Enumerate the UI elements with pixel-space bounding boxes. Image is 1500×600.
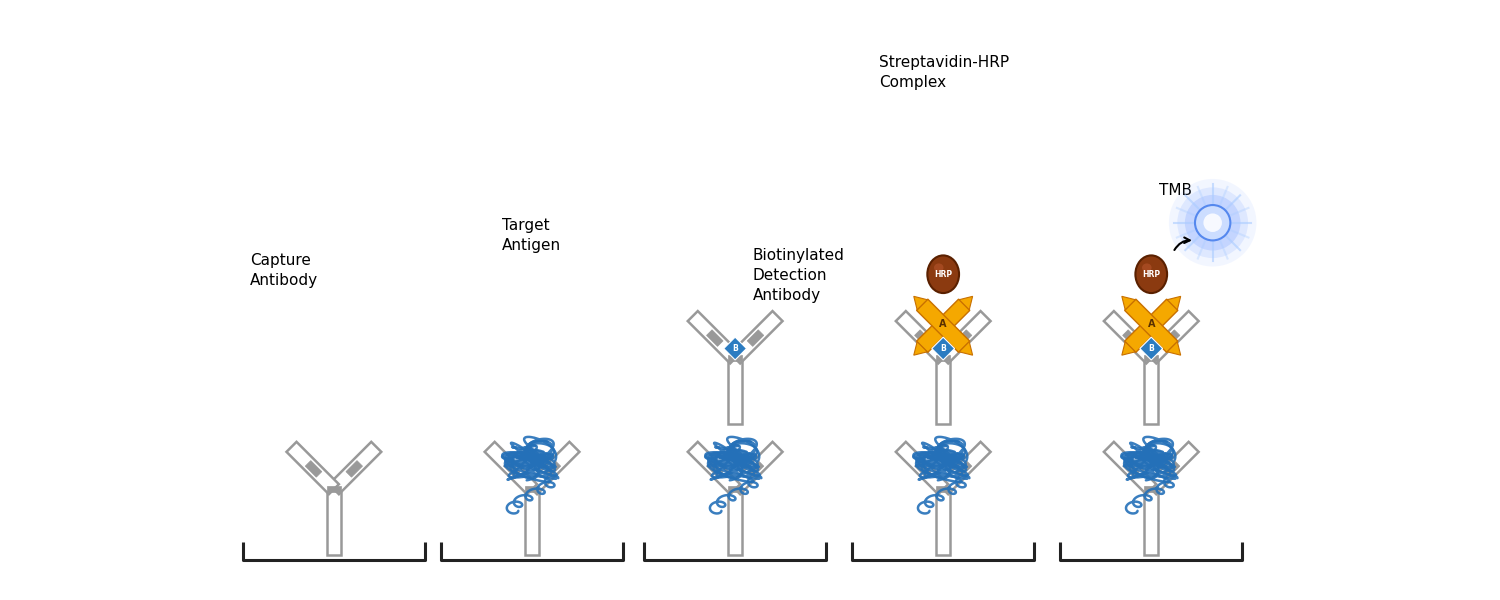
Text: A: A	[1148, 319, 1155, 329]
Ellipse shape	[927, 256, 958, 293]
FancyBboxPatch shape	[936, 486, 951, 492]
FancyBboxPatch shape	[728, 486, 742, 492]
FancyBboxPatch shape	[747, 330, 764, 346]
Polygon shape	[938, 442, 990, 494]
FancyBboxPatch shape	[936, 355, 951, 361]
Polygon shape	[526, 442, 579, 494]
Polygon shape	[938, 311, 990, 364]
Text: A: A	[939, 319, 946, 329]
Text: B: B	[1149, 344, 1154, 353]
Circle shape	[1203, 214, 1222, 232]
Polygon shape	[687, 311, 740, 364]
Circle shape	[1178, 187, 1248, 258]
Polygon shape	[1140, 337, 1162, 360]
FancyBboxPatch shape	[1164, 461, 1180, 477]
Polygon shape	[286, 442, 339, 494]
Text: B: B	[940, 344, 946, 353]
FancyBboxPatch shape	[525, 486, 538, 492]
Polygon shape	[1146, 442, 1198, 494]
FancyBboxPatch shape	[706, 330, 723, 346]
FancyBboxPatch shape	[1144, 358, 1158, 424]
Polygon shape	[1104, 442, 1156, 494]
Text: HRP: HRP	[934, 270, 952, 279]
Circle shape	[1185, 195, 1240, 251]
Polygon shape	[1167, 342, 1180, 355]
Polygon shape	[328, 442, 381, 494]
Polygon shape	[896, 311, 948, 364]
Polygon shape	[730, 311, 783, 364]
Text: B: B	[732, 344, 738, 353]
Circle shape	[1196, 205, 1230, 241]
FancyBboxPatch shape	[1144, 486, 1158, 492]
Polygon shape	[1167, 296, 1180, 310]
Circle shape	[1168, 179, 1257, 266]
Polygon shape	[1122, 296, 1136, 310]
Polygon shape	[723, 337, 747, 360]
FancyBboxPatch shape	[915, 461, 932, 477]
Polygon shape	[914, 296, 927, 310]
Polygon shape	[1146, 311, 1198, 364]
Ellipse shape	[1142, 263, 1152, 272]
FancyBboxPatch shape	[915, 330, 932, 346]
FancyBboxPatch shape	[728, 355, 742, 361]
FancyBboxPatch shape	[346, 461, 363, 477]
Text: Streptavidin-HRP
Complex: Streptavidin-HRP Complex	[879, 55, 1010, 89]
FancyBboxPatch shape	[747, 461, 764, 477]
Ellipse shape	[934, 263, 944, 272]
FancyBboxPatch shape	[728, 489, 742, 554]
FancyBboxPatch shape	[1144, 489, 1158, 554]
FancyBboxPatch shape	[706, 461, 723, 477]
FancyBboxPatch shape	[936, 358, 951, 424]
Text: Capture
Antibody: Capture Antibody	[249, 253, 318, 287]
FancyBboxPatch shape	[327, 489, 340, 554]
Polygon shape	[958, 296, 972, 310]
Polygon shape	[484, 442, 537, 494]
Polygon shape	[687, 442, 740, 494]
Polygon shape	[958, 342, 972, 355]
Polygon shape	[730, 442, 783, 494]
FancyBboxPatch shape	[936, 489, 951, 554]
Ellipse shape	[1136, 256, 1167, 293]
Polygon shape	[1125, 299, 1178, 352]
Polygon shape	[1125, 299, 1178, 352]
Text: HRP: HRP	[1142, 270, 1161, 279]
FancyBboxPatch shape	[728, 358, 742, 424]
FancyBboxPatch shape	[306, 461, 322, 477]
Polygon shape	[896, 442, 948, 494]
FancyBboxPatch shape	[504, 461, 520, 477]
FancyBboxPatch shape	[327, 486, 340, 492]
FancyBboxPatch shape	[1122, 330, 1138, 346]
FancyBboxPatch shape	[525, 489, 538, 554]
Polygon shape	[916, 299, 970, 352]
FancyBboxPatch shape	[956, 330, 972, 346]
FancyBboxPatch shape	[1144, 355, 1158, 361]
Text: Biotinylated
Detection
Antibody: Biotinylated Detection Antibody	[753, 248, 844, 302]
Text: TMB: TMB	[1160, 182, 1192, 197]
Polygon shape	[932, 337, 954, 360]
FancyBboxPatch shape	[1122, 461, 1138, 477]
FancyBboxPatch shape	[1164, 330, 1180, 346]
Polygon shape	[1104, 311, 1156, 364]
Polygon shape	[916, 299, 970, 352]
Text: Target
Antigen: Target Antigen	[503, 218, 561, 253]
FancyBboxPatch shape	[956, 461, 972, 477]
Polygon shape	[1122, 342, 1136, 355]
FancyBboxPatch shape	[544, 461, 561, 477]
Polygon shape	[914, 342, 927, 355]
